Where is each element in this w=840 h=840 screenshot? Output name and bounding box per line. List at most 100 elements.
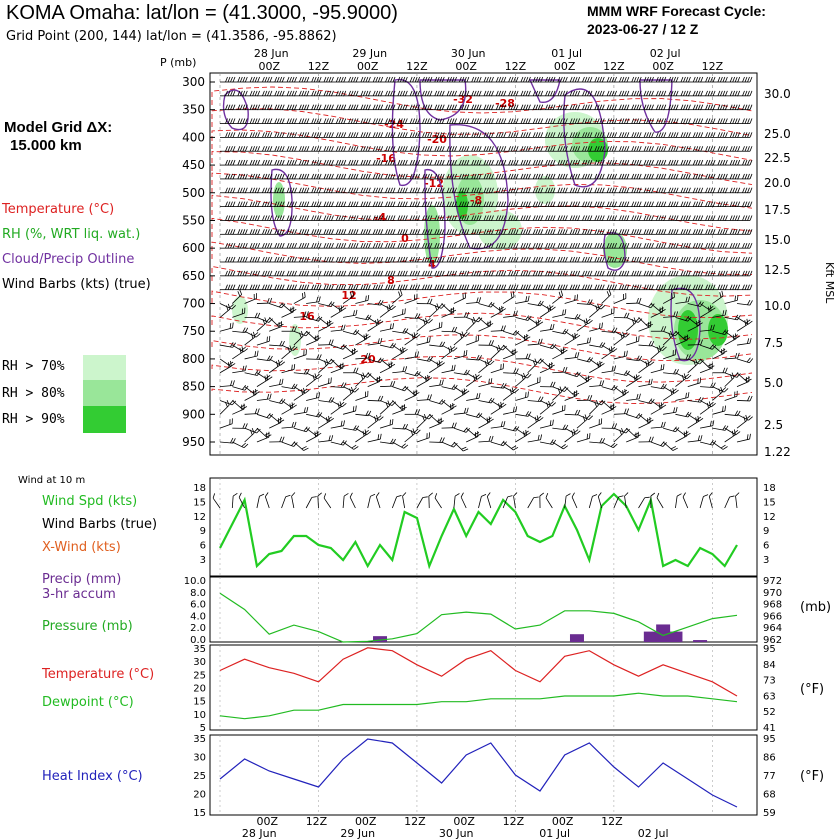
wind-barb (465, 373, 478, 387)
pressure-tick-label: 972 (763, 576, 782, 587)
wind-barb (675, 173, 691, 180)
wind-barb (490, 76, 507, 83)
wind-barb (416, 356, 433, 362)
wind-barb (453, 407, 469, 415)
wind-barb (712, 284, 728, 291)
wind-barb (552, 386, 563, 401)
wind-barb (552, 215, 568, 221)
bottom-hour-label: 12Z (503, 815, 525, 828)
wind-barb (367, 132, 384, 138)
wind-barb (343, 243, 359, 249)
wind-barb (220, 132, 236, 138)
wind-barb (453, 284, 470, 291)
wind-barb (552, 290, 563, 304)
wind-barb (663, 349, 677, 360)
wind-barb (687, 118, 704, 124)
wind-barb (441, 90, 457, 97)
temperature-contour (211, 194, 753, 232)
wind-barb (355, 159, 371, 166)
pressure-tick-label: 962 (763, 635, 782, 646)
wind-barb (675, 118, 691, 124)
wind-barb (626, 229, 642, 235)
wind-barb (306, 334, 319, 346)
pressure-tick-label: 950 (182, 435, 205, 449)
wind-barb (318, 146, 334, 152)
wind-barb (429, 201, 445, 208)
wind-barb (539, 400, 551, 415)
meteogram-panel-frame (209, 734, 758, 816)
wind-barb (503, 270, 519, 277)
wind-barb (478, 104, 494, 111)
wind-barb (219, 380, 235, 388)
wind-barb (687, 284, 704, 291)
wind-barb (343, 104, 359, 111)
wind-barb (540, 118, 556, 124)
wind-barb (466, 392, 481, 401)
pressure-tick-label: 400 (182, 130, 205, 144)
wind-barb (330, 270, 347, 277)
wind-barb (429, 132, 445, 138)
wind-barb (478, 340, 494, 346)
wind-barb (293, 90, 310, 97)
wind-barb (244, 187, 260, 194)
wind-barb (589, 201, 605, 208)
wind-barb (379, 323, 395, 332)
wind-barb (330, 215, 347, 221)
wind-barb (404, 76, 421, 83)
wind-barb (379, 342, 397, 349)
wind-barb (478, 435, 494, 443)
wind-barb (626, 335, 640, 346)
wind-barb (539, 304, 552, 318)
wind-barb (515, 256, 531, 263)
wind-barb (441, 345, 453, 360)
wind-barb (527, 256, 544, 263)
wind-barb (380, 132, 396, 138)
wind-barb (428, 303, 440, 318)
wind-barb (441, 187, 457, 194)
wind-barb (220, 201, 236, 208)
wind-barb (220, 243, 236, 249)
wind-barb (552, 76, 568, 83)
wind-tick-label: 12 (193, 512, 206, 523)
wind-barb (465, 427, 482, 437)
wind-barb (724, 104, 741, 111)
wind-barb (699, 420, 715, 429)
wind-barb (367, 146, 384, 152)
wind-barb (564, 243, 581, 249)
temperature-contour-label: -4 (374, 211, 387, 224)
wind-barb (367, 284, 384, 291)
wind-barb (379, 438, 396, 445)
wind-barb (453, 243, 470, 249)
wind-barb (232, 215, 248, 221)
wind-barb (736, 318, 749, 332)
wind-barb (343, 90, 359, 97)
wind-barb (392, 256, 408, 263)
wind-barb (318, 118, 334, 124)
wind-barb (293, 118, 310, 124)
wind-barb (478, 146, 494, 152)
height-tick-label: 22.5 (764, 151, 791, 165)
wind-barb (687, 397, 704, 403)
wind-barb (244, 256, 260, 263)
wind-barb (269, 243, 285, 249)
wind-barb (540, 215, 556, 221)
wind-barb (466, 118, 482, 124)
wind-barb (232, 441, 249, 449)
wind-barb (527, 76, 544, 83)
wind-barb (392, 441, 409, 449)
wind-barb (700, 90, 716, 97)
wind-barb (663, 215, 679, 221)
wind-barb (293, 104, 310, 111)
wind-barb (293, 229, 310, 235)
wind-barb (392, 346, 404, 360)
wind-barb (318, 229, 334, 235)
wind-barb (589, 229, 605, 235)
dewpoint-label: Dewpoint (°C) (42, 695, 134, 710)
wind-barb (613, 215, 630, 221)
wind-barb (244, 229, 260, 235)
wind-barb (466, 256, 482, 263)
wind-barb (380, 187, 396, 194)
wind-barb (416, 173, 433, 180)
wind-barb (453, 256, 470, 263)
wind-barb (540, 256, 556, 263)
